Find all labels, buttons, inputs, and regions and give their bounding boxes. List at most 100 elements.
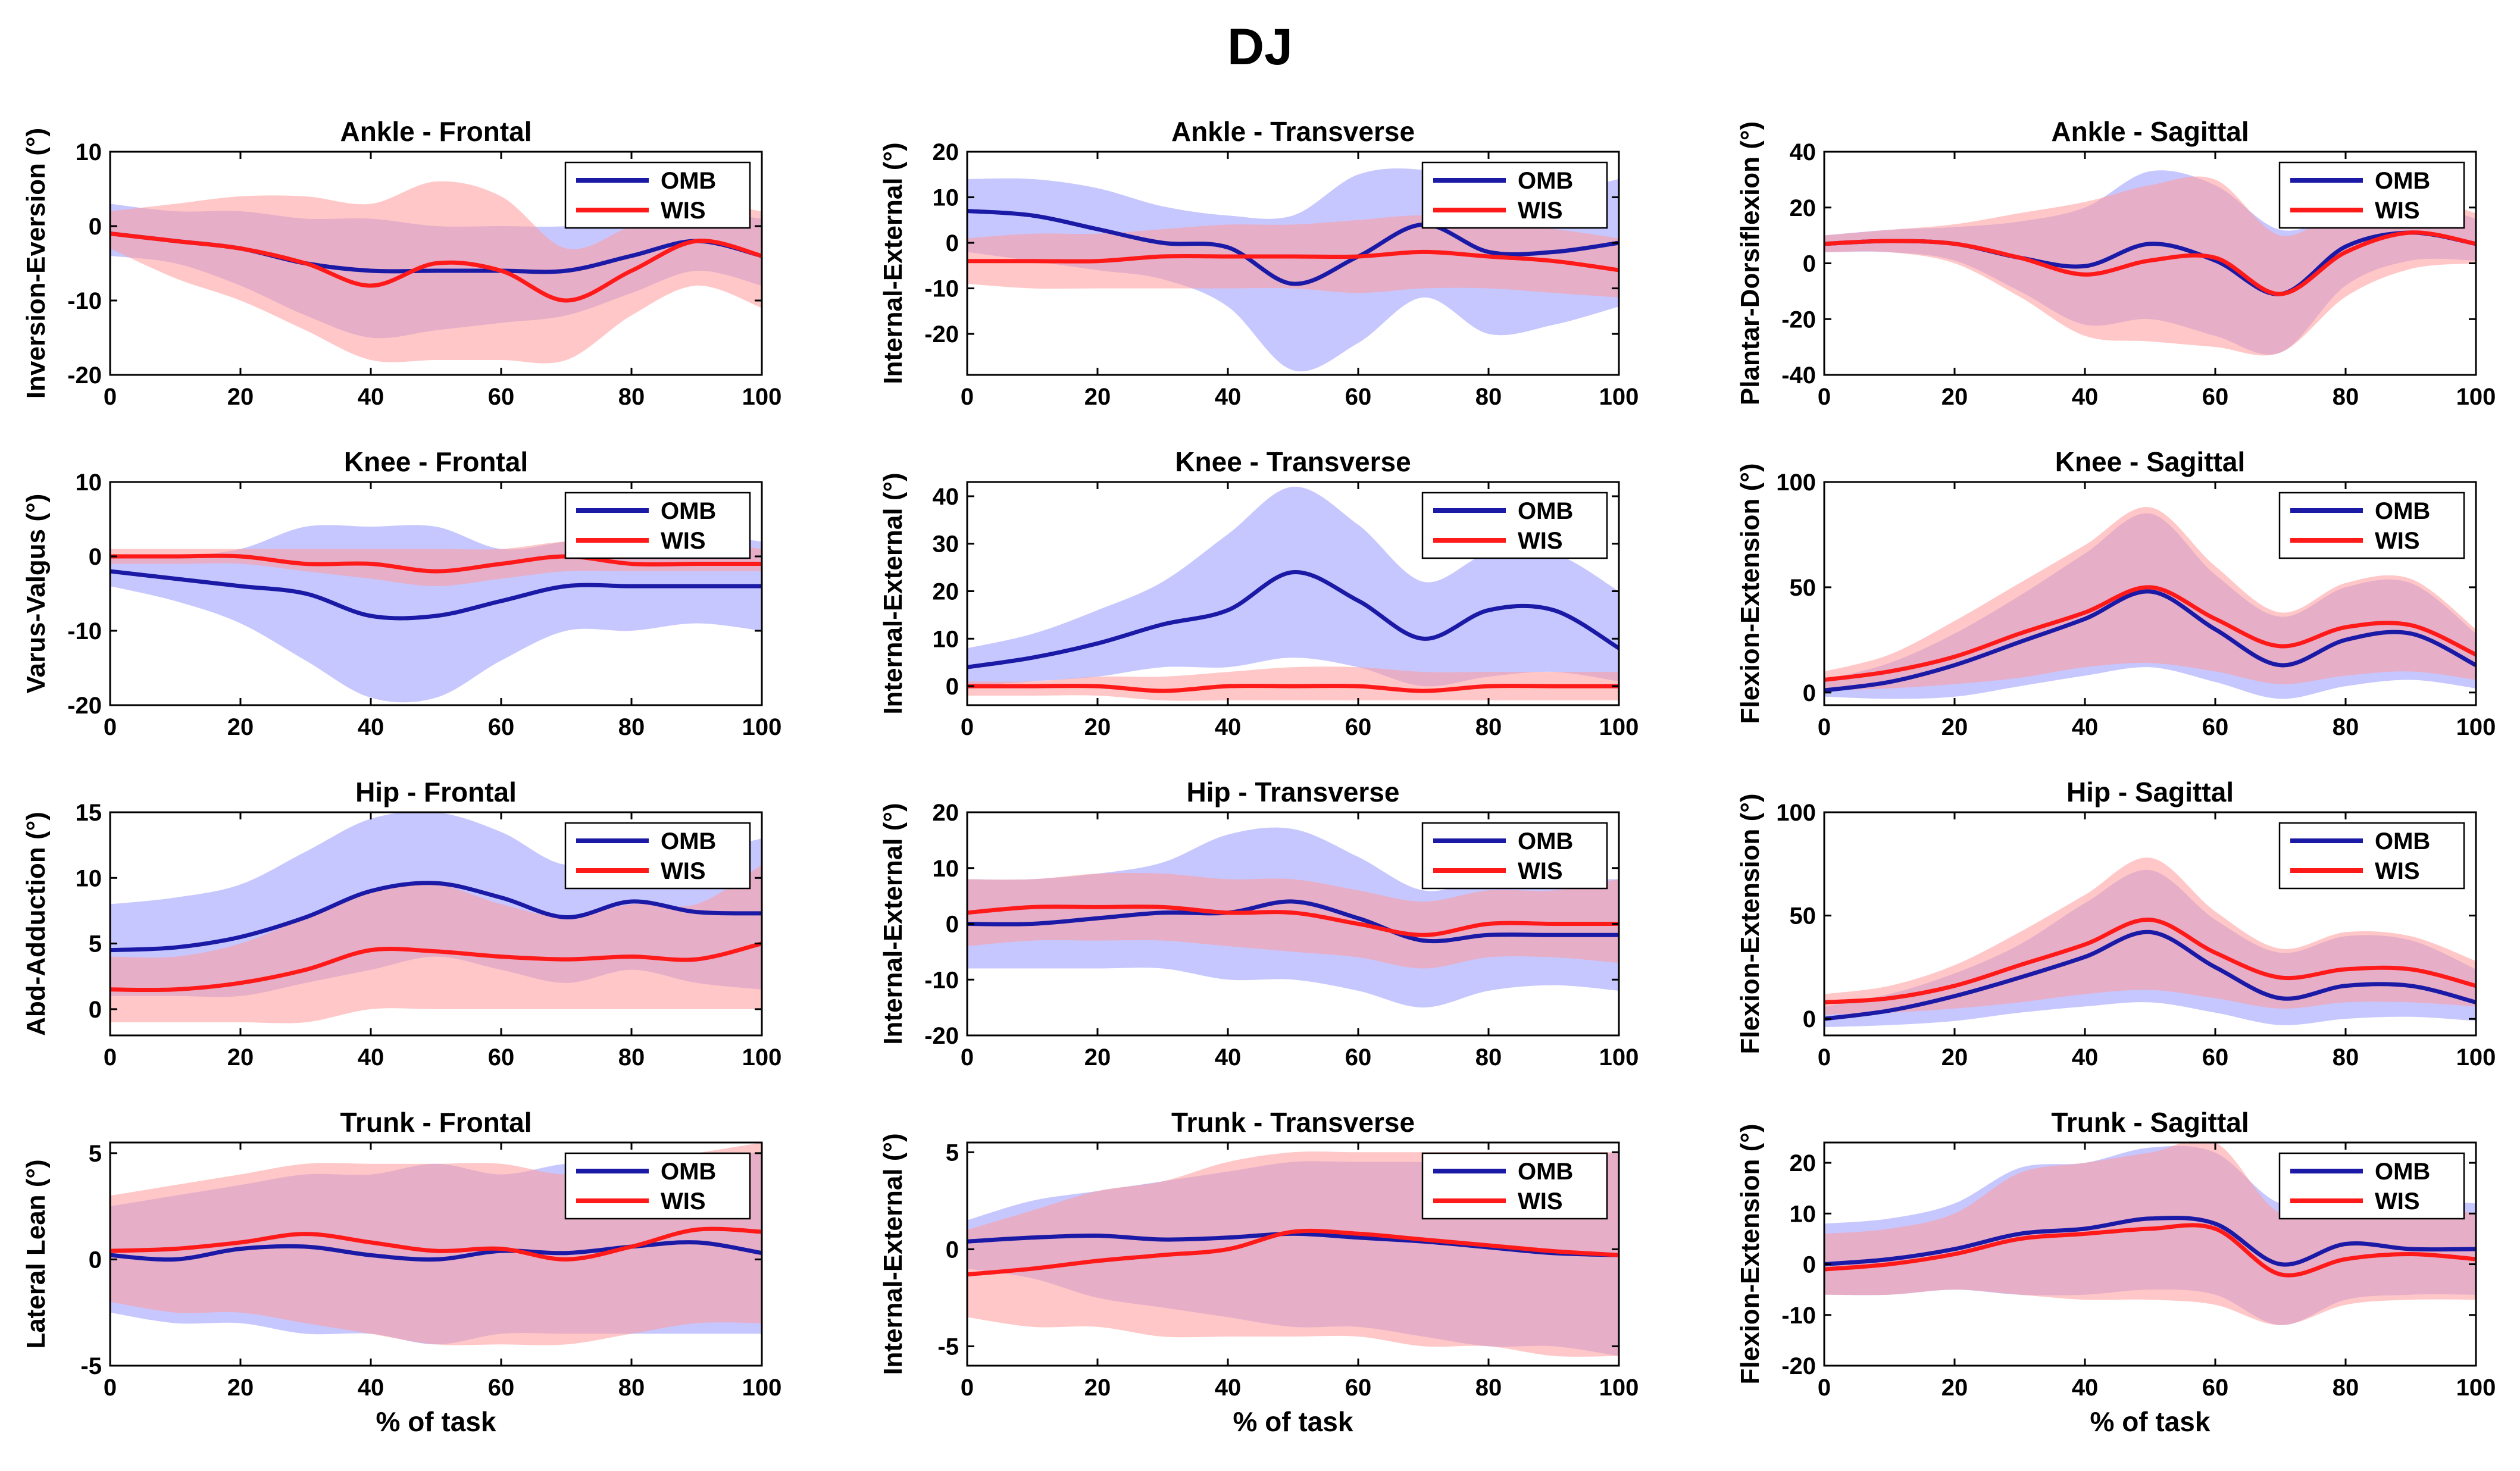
x-tick-label: 0 bbox=[961, 1375, 974, 1401]
y-axis-label: Internal-External (°) bbox=[878, 803, 908, 1044]
y-tick-label: 0 bbox=[946, 674, 959, 700]
y-tick-label: 0 bbox=[89, 1247, 102, 1273]
subplot-title: Hip - Frontal bbox=[355, 777, 517, 808]
x-tick-label: 20 bbox=[1941, 1044, 1968, 1071]
x-tick-label: 60 bbox=[488, 1375, 515, 1401]
plot-area bbox=[1824, 857, 2476, 1028]
y-tick-label: 10 bbox=[933, 626, 959, 652]
wis-mean-line bbox=[1824, 918, 2476, 1004]
x-tick-label: 100 bbox=[1599, 1375, 1639, 1401]
y-tick-label: -10 bbox=[924, 276, 959, 302]
x-tick-label: 80 bbox=[2333, 384, 2359, 410]
legend-label: OMB bbox=[661, 828, 716, 855]
y-axis-label: Flexion-Extension (°) bbox=[1736, 793, 1765, 1054]
x-tick-label: 0 bbox=[1818, 1044, 1831, 1071]
x-tick-label: 100 bbox=[1599, 384, 1639, 410]
x-tick-label: 100 bbox=[742, 1375, 782, 1401]
x-tick-label: 60 bbox=[2202, 714, 2229, 740]
x-tick-label: 0 bbox=[104, 384, 117, 410]
axes-box bbox=[966, 1141, 1620, 1367]
x-tick-label: 80 bbox=[618, 384, 645, 410]
plot-area bbox=[967, 827, 1619, 1008]
y-tick-label: 15 bbox=[76, 800, 102, 826]
wis-mean-line bbox=[967, 684, 1619, 693]
subplot-title: Ankle - Frontal bbox=[340, 116, 531, 147]
x-axis-label: % of task bbox=[2090, 1406, 2211, 1437]
subplot: Hip - Frontal Abd-Adduction (°) 0 20 40 60 80 1… bbox=[21, 777, 781, 1071]
subplot: Knee - Frontal Varus-Valgus (°) 0 20 40 60 80 1… bbox=[21, 446, 781, 740]
x-tick-label: 40 bbox=[2072, 1375, 2099, 1401]
wis-mean-line bbox=[967, 1228, 1619, 1277]
omb-mean-line bbox=[967, 570, 1619, 669]
legend-box bbox=[564, 1152, 751, 1220]
legend-label: WIS bbox=[661, 858, 706, 884]
x-tick-label: 60 bbox=[488, 384, 515, 410]
x-tick-label: 0 bbox=[961, 1044, 974, 1071]
x-tick-label: 40 bbox=[358, 1044, 384, 1071]
x-tick-label: 20 bbox=[1941, 1375, 1968, 1401]
y-tick-label: -20 bbox=[67, 693, 102, 719]
y-tick-label: 20 bbox=[1790, 195, 1816, 221]
subplot: Trunk - Frontal Lateral Lean (°) % of task… bbox=[21, 1107, 781, 1437]
wis-sd-band bbox=[1824, 176, 2476, 356]
x-tick-label: 0 bbox=[1818, 384, 1831, 410]
y-tick-label: -20 bbox=[924, 321, 959, 348]
legend: OMB WIS bbox=[564, 161, 751, 229]
x-tick-label: 20 bbox=[227, 714, 254, 740]
y-tick-label: 40 bbox=[933, 484, 959, 510]
legend-label: WIS bbox=[2375, 858, 2420, 884]
y-tick-label: -20 bbox=[1781, 306, 1816, 333]
y-tick-label: 10 bbox=[76, 139, 102, 165]
axes-box bbox=[966, 481, 1620, 706]
y-axis-label: Lateral Lean (°) bbox=[21, 1159, 51, 1348]
legend-label: OMB bbox=[2375, 828, 2430, 855]
x-axis-label: % of task bbox=[376, 1406, 496, 1437]
legend-label: WIS bbox=[661, 528, 706, 554]
y-axis-label: Internal-External (°) bbox=[878, 1133, 908, 1375]
figure-title: DJ bbox=[1227, 18, 1293, 76]
omb-mean-line bbox=[1824, 589, 2476, 693]
subplot-title: Knee - Sagittal bbox=[2055, 446, 2246, 477]
y-tick-label: 20 bbox=[933, 800, 959, 826]
legend-box bbox=[2278, 161, 2465, 229]
legend-label: OMB bbox=[661, 168, 716, 194]
y-tick-label: -20 bbox=[1781, 1353, 1816, 1379]
legend-label: OMB bbox=[2375, 1159, 2430, 1185]
legend: OMB WIS bbox=[1421, 492, 1608, 559]
legend-box bbox=[1421, 822, 1608, 890]
y-axis-label: Internal-External (°) bbox=[878, 472, 908, 714]
y-tick-label: 10 bbox=[1790, 1201, 1816, 1227]
x-tick-label: 80 bbox=[2333, 1044, 2359, 1071]
omb-mean-line bbox=[1824, 929, 2476, 1021]
y-tick-label: 5 bbox=[89, 931, 102, 957]
subplot: Knee - Transverse Internal-External (°) 0 2… bbox=[878, 446, 1639, 740]
subplot: Ankle - Sagittal Plantar-Dorsiflexion (°)… bbox=[1736, 116, 2496, 410]
x-tick-label: 20 bbox=[1941, 714, 1968, 740]
legend-box bbox=[2278, 1152, 2465, 1220]
y-tick-label: -20 bbox=[924, 1023, 959, 1049]
x-tick-label: 80 bbox=[618, 1375, 645, 1401]
x-tick-label: 60 bbox=[2202, 1375, 2229, 1401]
x-tick-label: 100 bbox=[1599, 1044, 1639, 1071]
y-tick-label: -10 bbox=[67, 618, 102, 644]
x-tick-label: 100 bbox=[742, 714, 782, 740]
legend: OMB WIS bbox=[1421, 1152, 1608, 1220]
x-tick-label: 100 bbox=[2456, 1375, 2496, 1401]
y-tick-label: 20 bbox=[1790, 1150, 1816, 1176]
x-tick-label: 60 bbox=[2202, 384, 2229, 410]
subplot-title: Hip - Transverse bbox=[1187, 777, 1400, 808]
y-axis-label: Flexion-Extension (°) bbox=[1736, 1123, 1765, 1384]
x-tick-label: 100 bbox=[742, 384, 782, 410]
x-tick-label: 0 bbox=[1818, 1375, 1831, 1401]
x-tick-label: 40 bbox=[358, 384, 384, 410]
axes-box bbox=[109, 811, 763, 1037]
x-tick-label: 80 bbox=[1475, 1044, 1502, 1071]
legend-label: WIS bbox=[1518, 858, 1563, 884]
subplot: Trunk - Transverse Internal-External (°)%… bbox=[878, 1107, 1639, 1437]
y-axis-label: Flexion-Extension (°) bbox=[1736, 463, 1765, 724]
wis-sd-band bbox=[967, 666, 1619, 701]
legend-label: OMB bbox=[1518, 498, 1573, 524]
x-tick-label: 40 bbox=[1215, 714, 1242, 740]
x-tick-label: 60 bbox=[488, 1044, 515, 1071]
wis-mean-line bbox=[110, 941, 762, 993]
